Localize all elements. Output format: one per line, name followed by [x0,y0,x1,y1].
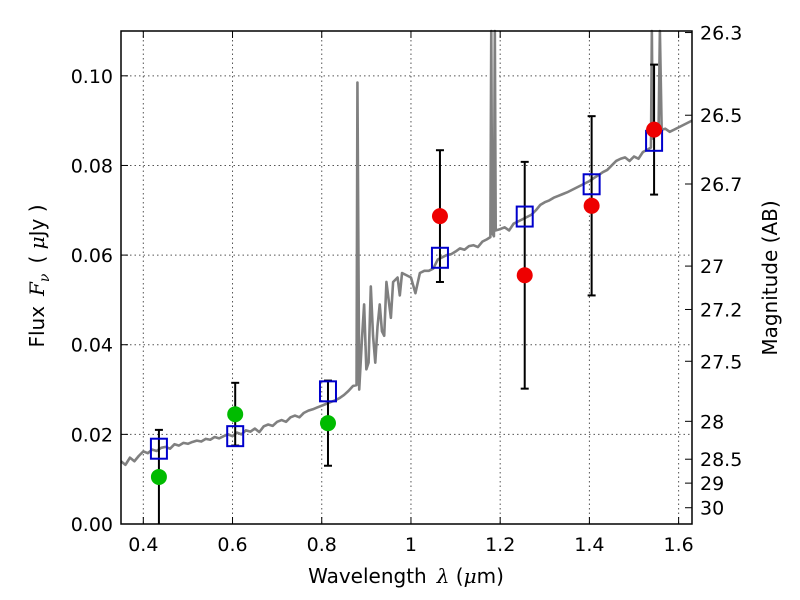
axis-ticks [121,31,692,525]
y-axis-label-unit-open: ( [25,249,49,263]
magnitude-tick-label: 28 [700,411,724,433]
x-axis-label-unit-mu: μ [464,564,477,588]
magnitude-tick-label: 28.5 [700,449,742,471]
y-tick-label: 0.04 [71,335,113,357]
magnitude-tick-label: 26.3 [700,23,742,45]
y-tick-label: 0.06 [71,245,113,267]
magnitude-tick-label: 27 [700,256,724,278]
model-band-marker [582,173,601,196]
magnitude-tick-label: 27.5 [700,351,742,373]
model-band-marker [318,380,337,403]
model-band-marker [226,425,245,448]
y-axis-label-subscript: ν [37,273,53,282]
magnitude-tick-label: 26.5 [700,105,742,127]
grid-lines [121,31,692,525]
x-axis-label-symbol: λ [436,564,450,588]
y-axis-label-prefix: Flux [25,306,49,348]
observed-flux-marker [227,406,244,423]
observed-flux-marker [583,197,600,214]
x-axis-label: Wavelength λ (μm) [308,564,504,588]
observed-flux-marker [516,267,533,284]
observed-flux-marker [150,468,167,485]
y-axis-label-symbol: F [25,281,49,297]
model-spectrum-line [120,29,693,467]
magnitude-tick-label: 29 [700,473,724,495]
y-axis-label: Flux Fν ( μJy ) [25,204,53,347]
y-tick-label: 0.02 [71,424,113,446]
x-axis-label-prefix: Wavelength [308,564,427,588]
observed-fluxes [150,121,663,485]
x-tick-label: 0.4 [128,534,158,556]
plot-frame [120,30,693,525]
y-tick-label: 0.00 [71,514,113,536]
magnitude-axis-label: Magnitude (AB) [758,200,782,355]
x-tick-label: 0.6 [217,534,247,556]
model-spectrum-layer [120,29,693,467]
x-axis-label-unit-open: ( [449,564,463,588]
observed-flux-marker [646,121,663,138]
x-tick-label: 1.6 [664,534,694,556]
x-axis-label-unit-rest: m) [477,564,504,588]
y-tick-label: 0.10 [71,66,113,88]
magnitude-tick-label: 30 [700,498,724,520]
model-band-marker [149,437,168,460]
x-tick-label: 1.4 [574,534,604,556]
y-axis-label-unit-mu: μ [25,236,49,249]
model-band-marker [515,205,534,228]
model-band-marker [430,246,449,269]
y-axis-label-unit-rest: Jy ) [25,204,49,238]
y-tick-label: 0.08 [71,155,113,177]
magnitude-tick-label: 26.7 [700,174,742,196]
magnitude-tick-label: 27.2 [700,299,742,321]
x-tick-label: 0.8 [307,534,337,556]
observed-flux-marker [319,415,336,432]
x-tick-label: 1 [405,534,417,556]
tick-labels: 0.4 0.6 0.8 1 1.2 1.4 1.6 0.00 0.02 0.04 0.06 0.08 0… [71,23,743,556]
x-tick-label: 1.2 [485,534,515,556]
observed-flux-marker [431,208,448,225]
